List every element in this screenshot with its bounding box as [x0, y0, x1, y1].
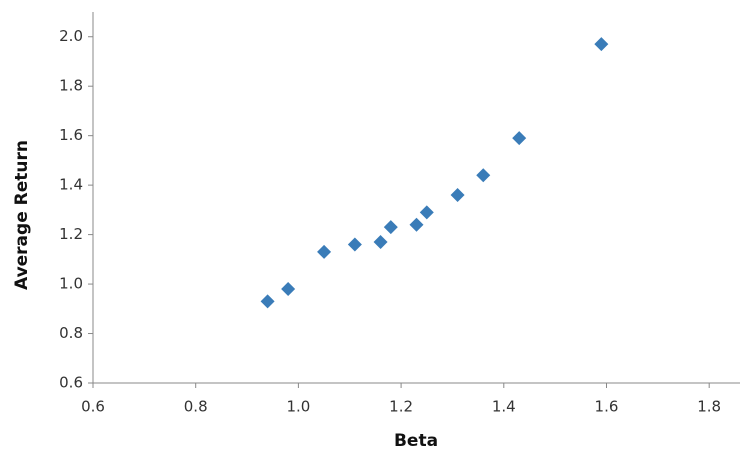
x-tick-label: 0.8 [184, 398, 208, 416]
y-tick-label: 1.0 [59, 275, 83, 293]
point [383, 220, 398, 235]
point [409, 217, 424, 232]
x-tick-label: 1.4 [492, 398, 516, 416]
x-tick-label: 1.6 [595, 398, 619, 416]
x-axis-title: Beta [394, 431, 438, 451]
point [476, 168, 491, 183]
x-tick-label: 1.0 [286, 398, 310, 416]
point [450, 188, 465, 203]
x-tick-label: 1.2 [389, 398, 413, 416]
y-tick-label: 1.6 [59, 126, 83, 144]
y-tick-label: 1.4 [59, 176, 83, 194]
x-tick-label: 0.6 [81, 398, 105, 416]
point [347, 237, 362, 252]
y-tick-label: 2.0 [59, 27, 83, 45]
point [373, 235, 388, 250]
point [317, 244, 332, 259]
point [260, 294, 275, 309]
point [419, 205, 434, 220]
point [281, 282, 296, 297]
y-tick-label: 0.8 [59, 324, 83, 342]
point [594, 37, 609, 52]
y-tick-label: 1.8 [59, 77, 83, 95]
y-tick-label: 0.6 [59, 374, 83, 392]
y-tick-label: 1.2 [59, 225, 83, 243]
x-tick-label: 1.8 [697, 398, 721, 416]
point [512, 131, 527, 146]
y-axis-title: Average Return [12, 140, 32, 290]
